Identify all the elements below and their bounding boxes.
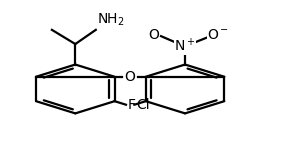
Text: NH$_2$: NH$_2$ (97, 12, 125, 28)
Text: F: F (128, 98, 136, 112)
Text: O: O (148, 28, 159, 42)
Text: O: O (125, 70, 136, 84)
Text: O$^-$: O$^-$ (207, 28, 229, 42)
Text: N$^+$: N$^+$ (174, 37, 196, 54)
Text: Cl: Cl (136, 98, 149, 112)
